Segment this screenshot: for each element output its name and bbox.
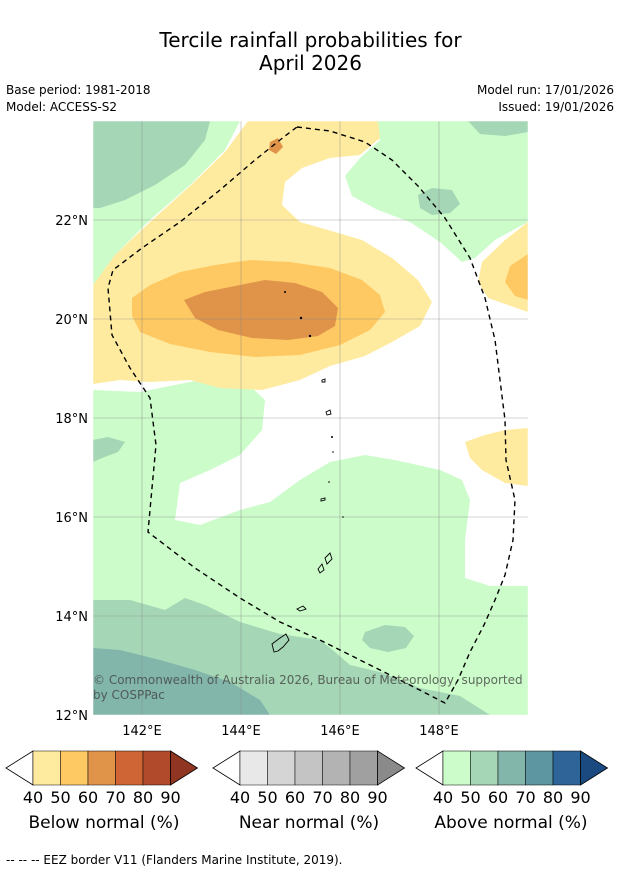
colorbar-segment: [267, 750, 296, 786]
latitude-labels: 22°N 20°N 18°N 16°N 14°N 12°N: [55, 214, 88, 724]
above-normal-50-west: [93, 437, 125, 462]
colorbar-tick-label: 40: [433, 788, 453, 807]
colorbar-segment: [87, 750, 116, 786]
island-dot: [308, 334, 312, 338]
lon-label: 146°E: [320, 724, 360, 739]
copyright-line2: by COSPPac: [93, 688, 165, 702]
colorbar-segment: [32, 750, 61, 786]
island-dot: [328, 481, 330, 483]
colorbar-segment: [142, 750, 171, 786]
lon-label: 144°E: [221, 724, 261, 739]
colorbar-tick-label: 50: [50, 788, 70, 807]
colorbar-tick-label: 70: [312, 788, 332, 807]
colorbar-tick-label: 50: [460, 788, 480, 807]
island-outlines: [271, 378, 333, 653]
longitude-labels: 142°E 144°E 146°E 148°E: [122, 724, 459, 739]
map-frame: [92, 120, 529, 716]
saipan-island: [324, 552, 333, 565]
colorbar-segment: [294, 750, 323, 786]
below-normal-region-southeast: [465, 428, 528, 486]
colorbar-segment: [115, 750, 144, 786]
below-normal-50-east: [505, 254, 528, 300]
rota-island: [296, 605, 307, 612]
colorbar-tick-label: 80: [133, 788, 153, 807]
colorbar-max-extend: [377, 750, 406, 786]
base-period-text: Base period: 1981-2018: [6, 83, 151, 97]
above-normal-50-northeast: [468, 121, 528, 136]
colorbar-max-extend: [170, 750, 199, 786]
lon-label: 142°E: [122, 724, 162, 739]
colorbar-segment: [497, 750, 526, 786]
island-dot: [332, 451, 334, 453]
colorbar-below-normal: 40 50 60 70 80 90: [5, 750, 199, 807]
above-normal-50-islet: [362, 625, 414, 652]
eez-footnote: -- -- -- EEZ border V11 (Flanders Marine…: [6, 853, 343, 867]
colorbar-tick-label: 40: [230, 788, 250, 807]
colorbar-tick-label: 80: [543, 788, 563, 807]
colorbar-tick-label: 80: [340, 788, 360, 807]
model-run-text: Model run: 17/01/2026: [476, 83, 614, 97]
colorbar-segment: [470, 750, 499, 786]
lat-label: 16°N: [55, 511, 88, 526]
colorbar-near-normal: 40 50 60 70 80 90: [212, 750, 406, 807]
lat-label: 20°N: [55, 313, 88, 328]
colorbar-segment: [239, 750, 268, 786]
below-normal-60-spot: [269, 138, 283, 154]
above-normal-60-southwest: [93, 648, 270, 715]
above-normal-label: Above normal (%): [434, 813, 588, 833]
colorbar-tick-label: 60: [488, 788, 508, 807]
map-gridlines: [93, 121, 528, 715]
colorbar-segment: [60, 750, 89, 786]
tinian-island: [317, 563, 325, 574]
island-dot: [284, 291, 286, 293]
anatahan-island: [320, 497, 326, 502]
agrihan-island: [321, 378, 326, 383]
colorbar-tick-label: 70: [105, 788, 125, 807]
island-dot: [331, 436, 333, 438]
colorbar-segment: [349, 750, 378, 786]
colorbar-tick-label: 90: [570, 788, 590, 807]
colorbar-tick-label: 50: [257, 788, 277, 807]
colorbar-max-extend: [580, 750, 609, 786]
colorbar-tick-label: 40: [23, 788, 43, 807]
above-normal-50-north: [93, 121, 210, 208]
island-dots: [284, 291, 344, 518]
issued-text: Issued: 19/01/2026: [498, 100, 614, 114]
lat-label: 14°N: [55, 610, 88, 625]
colorbar-tick-label: 60: [78, 788, 98, 807]
colorbar-segment: [442, 750, 471, 786]
colorbar-min-extend: [415, 750, 444, 786]
copyright-line1: © Commonwealth of Australia 2026, Bureau…: [93, 673, 523, 687]
pagan-island: [325, 409, 332, 416]
model-text: Model: ACCESS-S2: [6, 100, 118, 114]
colorbar-above-normal: 40 50 60 70 80 90: [415, 750, 609, 807]
below-normal-label: Below normal (%): [28, 813, 180, 833]
colorbar-tick-label: 60: [285, 788, 305, 807]
lat-label: 12°N: [55, 709, 88, 724]
guam-island: [271, 633, 290, 653]
map-title-line1: Tercile rainfall probabilities for: [159, 28, 462, 52]
island-dot: [299, 316, 303, 320]
colorbar-tick-label: 90: [160, 788, 180, 807]
colorbar-segment: [552, 750, 581, 786]
colorbar-segment: [322, 750, 351, 786]
colorbar-segment: [525, 750, 554, 786]
lon-label: 148°E: [419, 724, 459, 739]
colorbar-tick-label: 90: [367, 788, 387, 807]
near-normal-label: Near normal (%): [238, 813, 380, 833]
colorbar-tick-label: 70: [515, 788, 535, 807]
map-title-line2: April 2026: [259, 51, 362, 75]
colorbar-min-extend: [5, 750, 34, 786]
lat-label: 22°N: [55, 214, 88, 229]
lat-label: 18°N: [55, 412, 88, 427]
island-dot: [342, 516, 344, 518]
colorbar-min-extend: [212, 750, 241, 786]
below-normal-60-region: [184, 280, 338, 340]
